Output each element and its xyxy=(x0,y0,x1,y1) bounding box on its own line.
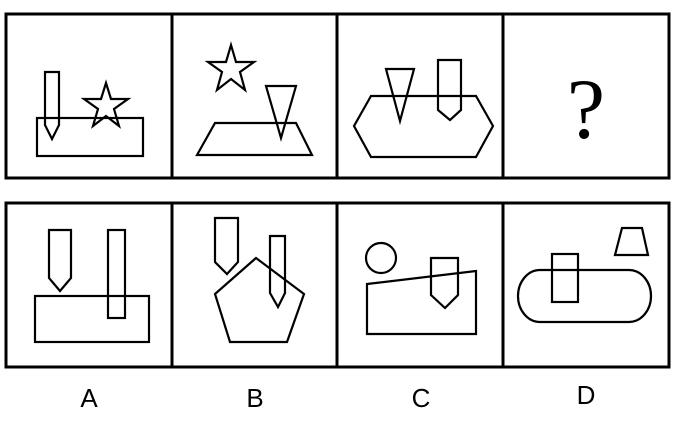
star-shape xyxy=(80,79,132,129)
pencil-shape xyxy=(436,58,463,122)
option-b-label[interactable]: B xyxy=(246,383,263,413)
trapezoid-shape xyxy=(195,121,314,157)
rectangle-shape xyxy=(35,116,145,158)
option-c-label[interactable]: C xyxy=(412,383,431,413)
rectangle-shape xyxy=(550,252,580,304)
option-labels: A B C D xyxy=(80,380,595,413)
pentagon-shape xyxy=(213,256,306,344)
rectangle-shape xyxy=(33,294,151,344)
option-a-label[interactable]: A xyxy=(80,383,98,413)
pencil-shape xyxy=(429,256,460,310)
trapezoid-shape xyxy=(613,226,650,257)
stadium-shape xyxy=(516,268,653,324)
pencil-shape xyxy=(47,228,73,293)
hexagon-shape xyxy=(352,94,495,159)
circle-shape xyxy=(364,241,398,275)
pencil-shape xyxy=(43,70,61,142)
question-panel-4: ? xyxy=(567,61,605,157)
option-d-label[interactable]: D xyxy=(577,380,596,410)
pencil-shape xyxy=(268,234,287,310)
options-row xyxy=(4,201,671,369)
option-c-panel[interactable] xyxy=(364,241,478,336)
quadrilateral-shape xyxy=(365,269,478,336)
question-panel-2 xyxy=(195,41,314,157)
triangle-shape xyxy=(384,67,416,126)
question-mark: ? xyxy=(567,61,605,157)
option-a-panel[interactable] xyxy=(33,228,151,344)
question-row: ? xyxy=(4,12,671,180)
option-b-panel[interactable] xyxy=(213,216,306,344)
option-d-panel[interactable] xyxy=(516,226,653,324)
star-shape xyxy=(204,41,258,93)
question-panel-1 xyxy=(35,70,145,158)
pencil-shape xyxy=(213,216,240,276)
triangle-shape xyxy=(264,84,298,142)
question-panel-3 xyxy=(352,58,495,159)
bar-shape xyxy=(106,228,127,320)
